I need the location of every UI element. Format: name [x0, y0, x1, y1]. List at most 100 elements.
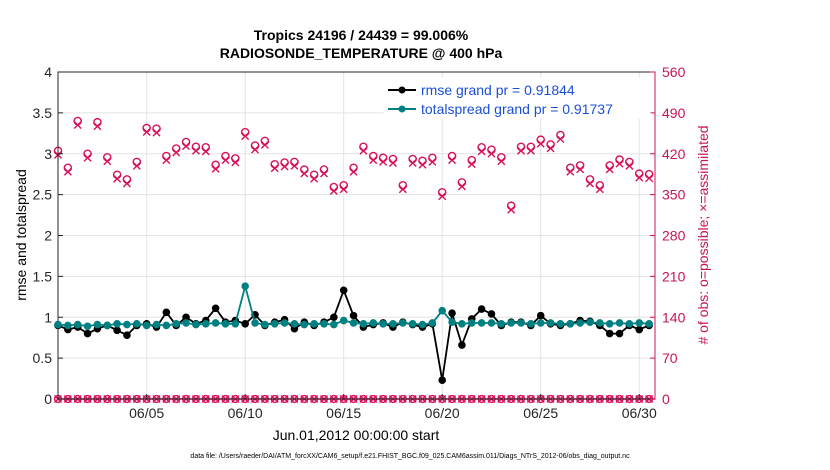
- right-tick-label: 420: [662, 146, 686, 162]
- obs-possible-point: [299, 165, 309, 174]
- obs-possible-point: [73, 116, 83, 126]
- obs-possible-point: [132, 157, 142, 167]
- obs-possible-point: [428, 153, 437, 163]
- obs-possible-point: [388, 154, 398, 164]
- totalspread-point: [192, 320, 200, 329]
- obs-assimilated-point: [507, 205, 516, 214]
- obs-assimilated-point: [438, 192, 447, 201]
- totalspread-point: [152, 320, 161, 329]
- chart-title-line1: Tropics 24196 / 24439 = 99.006%: [254, 27, 469, 43]
- obs-possible-point: [349, 163, 358, 173]
- totalspread-point: [625, 319, 634, 328]
- obs-assimilated-point: [310, 174, 319, 183]
- obs-assimilated-point: [290, 161, 299, 170]
- obs-possible-point: [398, 180, 408, 190]
- chart-title-line2: RADIOSONDE_TEMPERATURE @ 400 hPa: [220, 45, 503, 61]
- totalspread-point: [586, 318, 594, 326]
- obs-assimilated-point: [142, 128, 151, 137]
- obs-assimilated-point: [359, 146, 368, 155]
- totalspread-point: [123, 320, 131, 329]
- totalspread-point: [399, 319, 407, 327]
- x-tick-label: 06/10: [228, 405, 263, 421]
- obs-assimilated-point: [408, 159, 417, 167]
- obs-assimilated-point: [113, 174, 122, 183]
- legend-spread-marker: [398, 105, 406, 113]
- legend-rmse-marker: [398, 86, 406, 94]
- obs-assimilated-point: [122, 179, 131, 188]
- rmse-point: [615, 329, 624, 338]
- rmse-point: [438, 376, 447, 384]
- right-tick-label: 560: [662, 64, 686, 80]
- obs-possible-point: [595, 180, 605, 190]
- obs-assimilated-point: [162, 156, 171, 165]
- rmse-point: [448, 309, 456, 317]
- obs-possible-point: [309, 170, 319, 180]
- obs-possible-point: [319, 165, 329, 174]
- legend-box: [383, 77, 651, 119]
- y-axis-label-right: # of obs: o=possible; ×=assimilated: [695, 125, 711, 344]
- obs-possible-point: [181, 137, 191, 147]
- rmse-point: [339, 286, 348, 295]
- totalspread-point: [201, 319, 210, 328]
- totalspread-point: [162, 321, 171, 330]
- totalspread-point: [467, 319, 476, 327]
- obs-assimilated-point: [300, 169, 309, 178]
- totalspread-point: [448, 318, 456, 326]
- obs-assimilated-point: [605, 165, 614, 174]
- totalspread-point: [379, 319, 387, 328]
- x-tick-label: 06/15: [326, 405, 361, 421]
- legend-spread-label: totalspread grand pr = 0.91737: [421, 101, 613, 117]
- obs-possible-point: [102, 152, 112, 162]
- obs-assimilated-point: [595, 185, 604, 194]
- totalspread-point: [133, 319, 141, 328]
- totalspread-point: [408, 319, 417, 328]
- rmse-point: [330, 313, 338, 322]
- left-tick-label: 1: [44, 309, 52, 325]
- totalspread-point: [64, 321, 72, 330]
- totalspread-point: [477, 319, 486, 327]
- totalspread-point: [221, 319, 230, 328]
- obs-possible-point: [191, 142, 201, 152]
- obs-possible-point: [526, 142, 536, 152]
- totalspread-point: [310, 319, 318, 328]
- totalspread-point: [556, 319, 565, 328]
- totalspread-point: [635, 319, 644, 327]
- obs-possible-point: [359, 142, 368, 152]
- totalspread-point: [270, 319, 279, 328]
- rmse-point: [635, 325, 644, 334]
- totalspread-point: [241, 282, 249, 290]
- obs-possible-point: [625, 157, 634, 167]
- obs-assimilated-point: [241, 132, 250, 141]
- rmse-point: [211, 304, 220, 313]
- totalspread-point: [290, 319, 299, 328]
- totalspread-point: [645, 319, 653, 328]
- obs-possible-point: [270, 159, 280, 169]
- obs-possible-point: [585, 175, 595, 184]
- x-tick-label: 06/25: [523, 405, 558, 421]
- rmse-point: [487, 310, 496, 318]
- totalspread-point: [83, 322, 92, 331]
- obs-possible-point: [329, 182, 339, 192]
- totalspread-point: [458, 319, 466, 328]
- obs-possible-point: [418, 156, 427, 166]
- left-tick-label: 3: [44, 146, 52, 162]
- grid: [58, 71, 655, 400]
- rmse-point: [536, 311, 545, 320]
- obs-possible-point: [408, 154, 417, 164]
- rmse-point: [458, 341, 466, 349]
- obs-assimilated-point: [260, 140, 269, 149]
- totalspread-point: [280, 319, 289, 327]
- totalspread-point: [142, 321, 151, 330]
- obs-assimilated-point: [280, 162, 289, 171]
- left-tick-label: 1.5: [33, 268, 53, 284]
- left-tick-label: 0: [44, 391, 52, 407]
- obs-possible-point: [152, 124, 161, 133]
- right-tick-label: 140: [662, 309, 686, 325]
- obs-assimilated-point: [457, 182, 466, 191]
- obs-assimilated-point: [566, 167, 575, 176]
- footer-file-path: data file: /Users/raeder/DAI/ATM_forcXX/…: [190, 453, 630, 460]
- totalspread-point: [320, 319, 328, 328]
- obs-possible-point: [516, 142, 526, 152]
- legend: rmse grand pr = 0.91844 totalspread gran…: [383, 77, 651, 119]
